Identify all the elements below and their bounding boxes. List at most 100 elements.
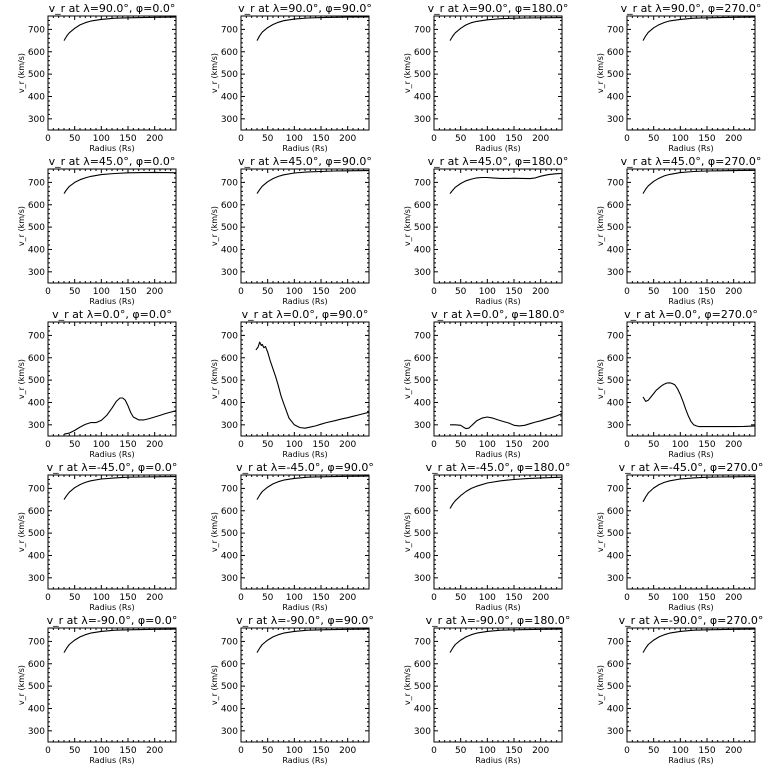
x-tick-label: 50 <box>455 287 467 297</box>
chart-title: v_r at λ=45.0°, φ=180.0° <box>428 155 569 168</box>
x-tick-label: 50 <box>262 134 274 144</box>
x-axis-label: Radius (Rs) <box>668 603 713 612</box>
x-tick-label: 150 <box>505 593 522 603</box>
y-tick-label: 700 <box>414 178 431 188</box>
y-tick-label: 700 <box>607 637 624 647</box>
x-tick-label: 100 <box>479 593 496 603</box>
x-tick-label: 50 <box>648 440 660 450</box>
series-line <box>256 16 370 41</box>
x-tick-label: 200 <box>339 746 356 756</box>
plot-frame <box>240 15 370 131</box>
chart-title: v_r at λ=90.0°, φ=90.0° <box>238 2 372 15</box>
y-axis-label: v_r (km/s) <box>596 665 605 705</box>
y-tick-label: 400 <box>221 245 238 255</box>
x-tick-label: 150 <box>119 287 136 297</box>
y-tick-label: 400 <box>221 551 238 561</box>
y-axis-label: v_r (km/s) <box>403 206 412 246</box>
y-tick-label: 700 <box>221 25 238 35</box>
x-tick-label: 100 <box>93 287 110 297</box>
x-axis-label: Radius (Rs) <box>282 144 327 153</box>
series-line <box>449 172 563 194</box>
x-tick-label: 150 <box>119 134 136 144</box>
x-tick-label: 150 <box>119 593 136 603</box>
y-tick-label: 700 <box>28 484 45 494</box>
y-tick-label: 400 <box>28 704 45 714</box>
plot-frame <box>433 15 563 131</box>
y-tick-label: 400 <box>607 398 624 408</box>
subplot-8: v_r at λ=0.0°, φ=0.0° 0 50 100 150 200 300 400 5… <box>17 308 177 459</box>
series-line <box>642 16 756 41</box>
y-tick-label: 600 <box>221 354 238 364</box>
x-tick-label: 150 <box>698 134 715 144</box>
x-axis-label: Radius (Rs) <box>282 603 327 612</box>
x-tick-label: 0 <box>45 287 51 297</box>
y-tick-label: 300 <box>28 421 45 431</box>
plot-frame <box>626 321 756 437</box>
chart-title: v_r at λ=45.0°, φ=270.0° <box>621 155 762 168</box>
x-tick-label: 50 <box>455 134 467 144</box>
y-axis-label: v_r (km/s) <box>210 53 219 93</box>
y-tick-label: 600 <box>414 660 431 670</box>
x-axis-label: Radius (Rs) <box>475 297 520 306</box>
y-tick-label: 500 <box>221 70 238 80</box>
plot-frame <box>240 627 370 743</box>
plot-frame <box>626 15 756 131</box>
subplot-0: v_r at λ=90.0°, φ=0.0° 0 50 100 150 200 300 400… <box>17 2 177 153</box>
y-tick-label: 700 <box>28 637 45 647</box>
plot-frame <box>626 627 756 743</box>
y-tick-label: 400 <box>414 398 431 408</box>
y-tick-label: 600 <box>607 660 624 670</box>
y-axis-label: v_r (km/s) <box>403 665 412 705</box>
x-tick-label: 200 <box>146 440 163 450</box>
y-tick-label: 500 <box>607 682 624 692</box>
x-axis-label: Radius (Rs) <box>475 603 520 612</box>
y-tick-label: 300 <box>607 115 624 125</box>
x-tick-label: 50 <box>455 440 467 450</box>
y-tick-label: 400 <box>607 704 624 714</box>
y-tick-label: 600 <box>28 507 45 517</box>
x-tick-label: 100 <box>479 746 496 756</box>
x-tick-label: 50 <box>69 593 81 603</box>
x-tick-label: 100 <box>479 134 496 144</box>
y-axis-label: v_r (km/s) <box>403 359 412 399</box>
y-tick-label: 500 <box>414 70 431 80</box>
x-tick-label: 0 <box>45 593 51 603</box>
plot-frame <box>47 168 177 284</box>
x-tick-label: 150 <box>505 287 522 297</box>
x-tick-label: 0 <box>45 440 51 450</box>
subplot-16: v_r at λ=-90.0°, φ=0.0° 0 50 100 150 200 300 40… <box>17 614 177 765</box>
y-tick-label: 500 <box>28 70 45 80</box>
x-axis-label: Radius (Rs) <box>89 450 134 459</box>
x-tick-label: 150 <box>312 593 329 603</box>
series-line <box>642 628 756 653</box>
x-tick-label: 0 <box>431 746 437 756</box>
y-tick-label: 400 <box>414 551 431 561</box>
chart-title: v_r at λ=45.0°, φ=0.0° <box>49 155 176 168</box>
y-tick-label: 300 <box>28 268 45 278</box>
y-tick-label: 700 <box>28 25 45 35</box>
y-tick-label: 400 <box>414 245 431 255</box>
y-tick-label: 500 <box>607 529 624 539</box>
series-line <box>256 628 370 653</box>
y-tick-label: 600 <box>414 507 431 517</box>
x-tick-label: 200 <box>339 440 356 450</box>
y-tick-label: 700 <box>28 331 45 341</box>
y-axis-label: v_r (km/s) <box>17 206 26 246</box>
x-tick-label: 150 <box>119 746 136 756</box>
x-tick-label: 200 <box>146 593 163 603</box>
x-tick-label: 50 <box>455 746 467 756</box>
x-tick-label: 200 <box>725 593 742 603</box>
x-tick-label: 150 <box>698 440 715 450</box>
x-axis-label: Radius (Rs) <box>89 756 134 765</box>
x-axis-label: Radius (Rs) <box>668 450 713 459</box>
y-tick-label: 600 <box>607 201 624 211</box>
y-tick-label: 500 <box>221 223 238 233</box>
x-tick-label: 150 <box>698 287 715 297</box>
x-tick-label: 100 <box>672 593 689 603</box>
y-tick-label: 600 <box>221 660 238 670</box>
x-tick-label: 0 <box>238 593 244 603</box>
x-tick-label: 200 <box>532 746 549 756</box>
chart-title: v_r at λ=-90.0°, φ=180.0° <box>426 614 571 627</box>
